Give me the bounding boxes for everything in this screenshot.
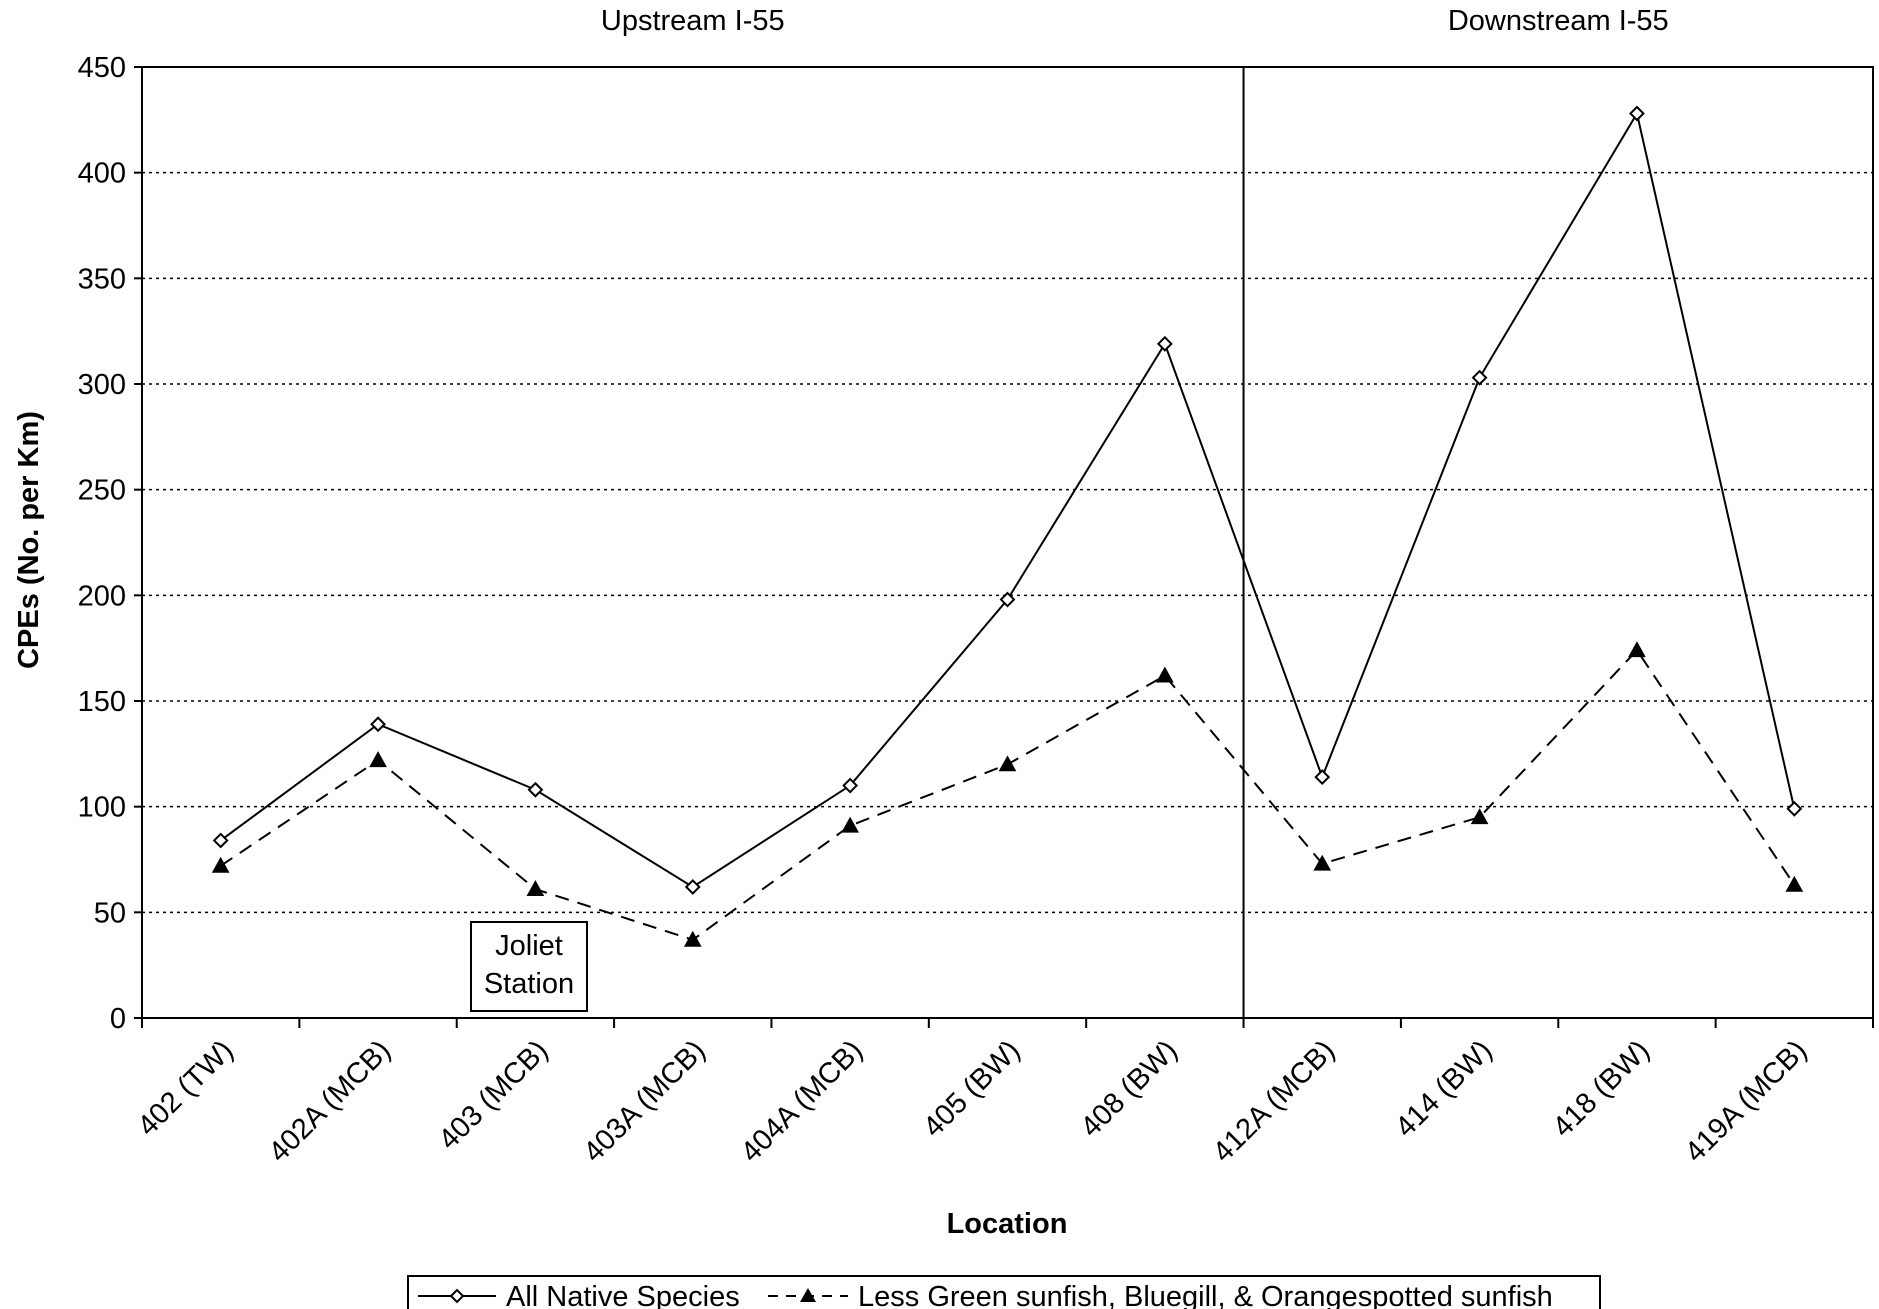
legend-label: All Native Species (506, 1281, 740, 1309)
data-point (1314, 769, 1331, 785)
x-tick-label: 414 (BW) (1389, 1034, 1498, 1143)
x-axis-label: Location (947, 1208, 1068, 1240)
gridlines (142, 171, 1873, 914)
y-tick-label: 300 (78, 369, 126, 401)
data-point (1156, 666, 1174, 683)
data-point (1470, 808, 1489, 825)
plot-area (141, 66, 1874, 1019)
x-tick-label: 403 (MCB) (433, 1034, 555, 1156)
legend-frame (407, 1275, 1601, 1309)
x-tick-label: 403A (MCB) (577, 1034, 711, 1168)
data-point (683, 930, 702, 947)
annotation-frame (470, 921, 588, 1012)
y-tick-label: 200 (78, 580, 126, 612)
legend-marker (800, 1288, 816, 1302)
data-point (370, 716, 386, 733)
legend-marker (449, 1288, 465, 1304)
data-point (998, 755, 1017, 772)
x-axis: 402 (TW) 402A (MCB) 403 (MCB) 403A (MCB) 404… (132, 1018, 1874, 1169)
data-point (1471, 369, 1488, 386)
annotation-text: Joliet (495, 930, 563, 962)
region-label: Downstream I-55 (1448, 5, 1669, 37)
y-axis: 0 50 100 150 200 250 300 350 400 450 (78, 52, 142, 1035)
annotation-box: Joliet Station (470, 921, 588, 1012)
y-tick-label: 100 (78, 792, 126, 824)
data-point (369, 751, 387, 768)
series-line (220, 648, 1796, 941)
data-point (1313, 854, 1332, 871)
data-point (1156, 335, 1173, 352)
region-labels: Upstream I-55 Downstream I-55 (601, 5, 1669, 37)
x-tick-label: 419A (MCB) (1679, 1034, 1813, 1168)
data-point (526, 880, 545, 896)
legend: All Native Species Less Green sunfish, Bl… (407, 1275, 1601, 1309)
data-point (841, 816, 859, 833)
x-tick-label: 408 (BW) (1075, 1034, 1184, 1143)
region-label: Upstream I-55 (601, 5, 785, 37)
y-tick-label: 250 (78, 475, 126, 507)
y-tick-label: 0 (110, 1003, 126, 1035)
x-tick-label: 418 (BW) (1547, 1034, 1656, 1143)
data-point (999, 591, 1016, 608)
data-point (684, 879, 701, 895)
x-tick-label: 402A (MCB) (263, 1034, 397, 1168)
y-tick-label: 50 (94, 897, 126, 929)
x-tick-label: 404A (MCB) (735, 1034, 869, 1168)
data-point (1786, 800, 1803, 817)
data-point (212, 832, 229, 849)
data-point (1785, 875, 1804, 892)
data-point (527, 781, 544, 798)
x-tick-label: 402 (TW) (132, 1034, 240, 1142)
data-point (1628, 641, 1646, 658)
annotation-text: Station (484, 968, 574, 1000)
data-point (842, 777, 859, 794)
y-tick-label: 150 (78, 686, 126, 718)
y-tick-label: 450 (78, 52, 126, 84)
x-tick-label: 412A (MCB) (1207, 1034, 1341, 1168)
y-tick-label: 400 (78, 158, 126, 190)
y-axis-label: CPEs (No. per Km) (13, 411, 45, 669)
legend-label: Less Green sunfish, Bluegill, & Orangesp… (858, 1281, 1553, 1309)
x-tick-label: 405 (BW) (917, 1034, 1026, 1143)
data-point (1629, 105, 1645, 122)
y-tick-label: 350 (78, 263, 126, 295)
data-point (211, 856, 230, 873)
series-group (211, 105, 1804, 947)
